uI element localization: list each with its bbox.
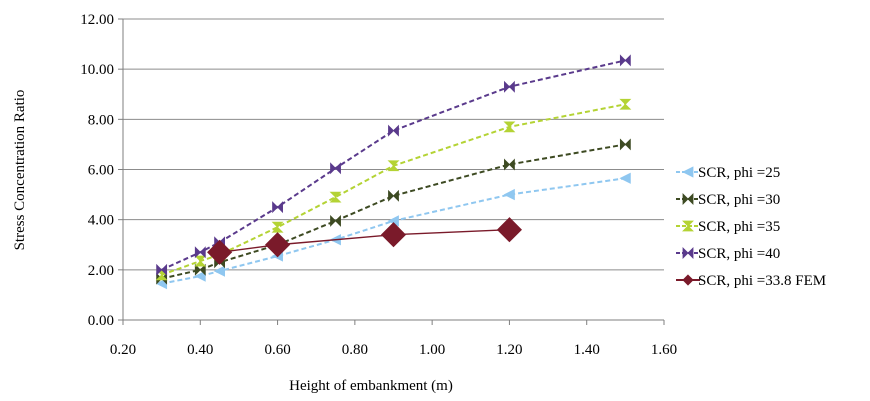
y-tick-label: 8.00 [88,112,114,128]
data-point [504,158,515,171]
legend-item: SCR, phi =30 [676,192,780,208]
y-tick-label: 0.00 [88,313,114,329]
x-tick-label: 1.60 [651,342,677,358]
data-point [330,214,341,227]
x-tick-label: 0.80 [342,342,368,358]
legend-item: SCR, phi =33.8 FEM [676,273,826,289]
legend: SCR, phi =25 SCR, phi =30 SCR, phi =35 SCR,… [676,165,826,289]
legend-marker [682,247,694,259]
legend-item: SCR, phi =35 [676,219,780,235]
data-point [213,265,226,277]
data-point [503,121,516,133]
legend-marker [682,220,694,232]
x-tick-label: 0.40 [187,342,213,358]
series-4 [156,54,631,276]
y-tick-labels: 0.00 2.00 4.00 6.00 8.00 10.00 12.00 [80,12,114,329]
data-point [265,232,291,258]
data-point [194,246,206,259]
axes [118,18,665,325]
data-point [387,160,400,172]
data-point [496,217,522,243]
legend-label: SCR, phi =35 [698,219,780,235]
legend-marker [682,274,694,286]
legend-label: SCR, phi =30 [698,192,780,208]
x-axis-label: Height of embankment (m) [289,378,453,394]
series-5 [207,217,522,265]
data-point [194,255,207,267]
x-tick-labels: 0.20 0.40 0.60 0.80 1.00 1.20 1.40 1.60 [110,342,677,358]
series-line [161,103,626,276]
y-tick-label: 6.00 [88,163,114,179]
y-tick-label: 10.00 [80,62,114,78]
data-point [619,98,632,110]
data-point [504,80,515,93]
x-tick-label: 0.20 [110,342,136,358]
x-tick-label: 1.20 [496,342,522,358]
legend-item: SCR, phi =25 [676,165,780,181]
legend-marker [682,193,694,205]
data-point [271,221,284,233]
data-point [207,239,233,265]
legend-label: SCR, phi =33.8 FEM [698,273,826,289]
series-line [219,229,510,253]
data-point [329,191,342,203]
y-axis-label: Stress Concentration Ratio [12,90,28,251]
data-point [619,172,631,184]
x-tick-label: 1.00 [419,342,445,358]
data-point [272,201,283,214]
data-point [330,162,341,175]
legend-label: SCR, phi =40 [698,246,780,262]
legend-item: SCR, phi =40 [676,246,780,262]
legend-label: SCR, phi =25 [698,165,780,181]
data-point [503,188,515,201]
y-tick-label: 2.00 [88,263,114,279]
data-point [388,189,399,202]
data-point [388,124,399,137]
data-point [156,263,168,276]
data-point [619,54,631,67]
y-tick-label: 12.00 [80,12,114,28]
legend-marker [682,166,694,178]
data-point [380,222,407,248]
data-point [619,138,631,151]
x-tick-label: 0.60 [264,342,290,358]
data-series [155,54,632,290]
x-tick-label: 1.40 [574,342,600,358]
data-point [194,270,206,282]
data-point [156,272,168,285]
data-point [194,263,206,276]
y-tick-label: 4.00 [88,213,114,229]
